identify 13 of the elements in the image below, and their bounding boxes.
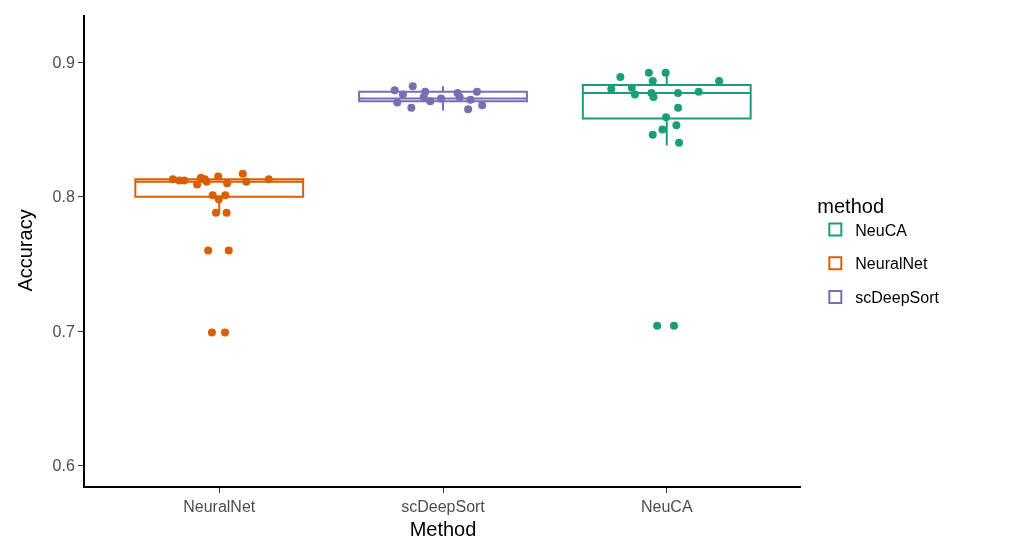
- x-tick-label: NeuralNet: [183, 498, 256, 516]
- legend-label: scDeepSort: [855, 289, 940, 307]
- legend-title: method: [817, 194, 885, 217]
- x-axis-title: Method: [409, 518, 477, 541]
- x-tick-label: scDeepSort: [401, 498, 486, 516]
- y-tick-label: 0.9: [52, 53, 75, 71]
- y-tick-label: 0.8: [52, 188, 75, 206]
- y-axis-title: Accuracy: [13, 209, 36, 292]
- y-tick-label: 0.7: [52, 322, 75, 340]
- legend-label: NeuralNet: [855, 255, 928, 273]
- y-tick-label: 0.6: [52, 457, 75, 475]
- legend-label: NeuCA: [855, 221, 908, 239]
- x-tick-label: NeuCA: [640, 498, 693, 516]
